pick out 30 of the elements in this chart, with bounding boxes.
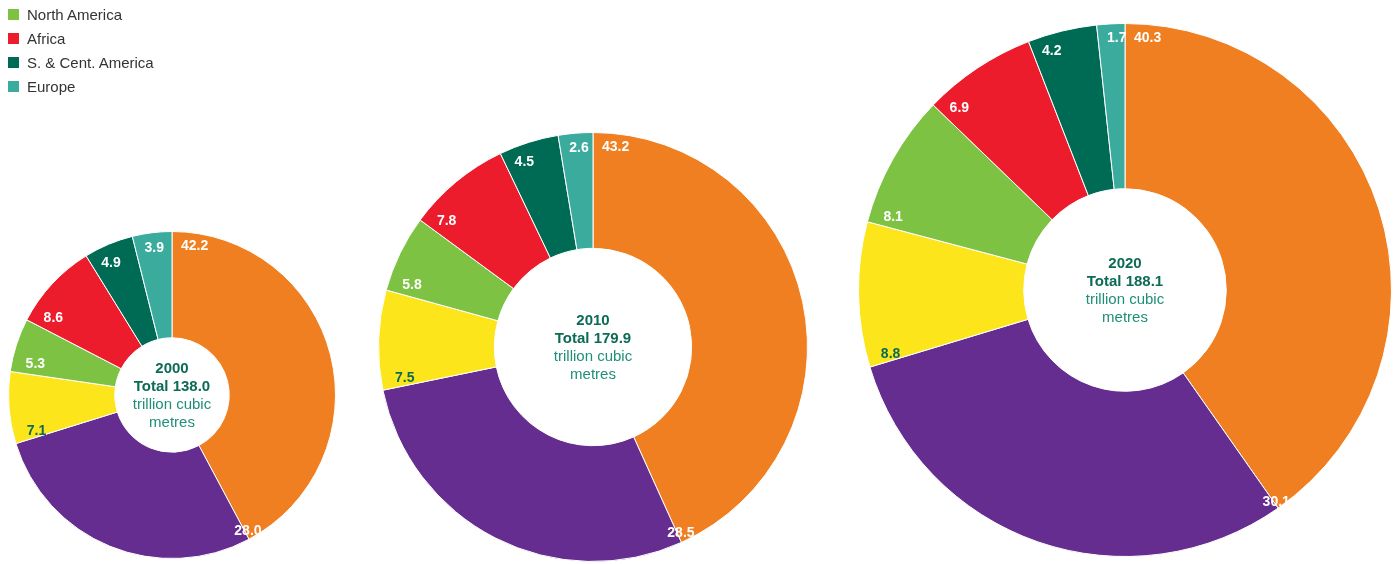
data-label: 8.8 [880, 345, 901, 362]
text: Total 179.9 [553, 329, 633, 347]
text: trillion cubic metres [552, 347, 634, 383]
data-label: 43.2 [602, 137, 630, 154]
data-label: 5.8 [402, 275, 422, 292]
data-label: 5.3 [25, 355, 46, 372]
legend-label: Europe [27, 77, 76, 95]
text: 2020 [1107, 254, 1143, 272]
text: 2000 [154, 359, 190, 377]
data-label: 4.9 [101, 254, 121, 271]
data-label: 7.5 [395, 369, 415, 386]
data-label: 7.1 [26, 421, 47, 438]
data-label: 40.3 [1134, 28, 1162, 45]
legend-label: S. & Cent. America [27, 53, 154, 71]
data-label: 6.9 [949, 99, 970, 116]
text: trillion cubic metres [131, 395, 213, 431]
data-label: 8.6 [43, 309, 64, 326]
data-label: 8.1 [883, 207, 904, 224]
data-label: 2.6 [569, 138, 589, 155]
legend-label: North America [27, 5, 123, 23]
data-label: 42.2 [180, 236, 209, 253]
text: Total 188.1 [1085, 272, 1165, 290]
data-label: 3.9 [144, 238, 165, 255]
data-label: 4.2 [1042, 42, 1062, 59]
data-label: 7.8 [436, 212, 457, 229]
data-label: 4.5 [514, 153, 535, 170]
text: trillion cubic metres [1084, 290, 1166, 326]
text: 2010 [575, 311, 611, 329]
legend-label: Africa [27, 29, 66, 47]
text: Total 138.0 [132, 377, 212, 395]
